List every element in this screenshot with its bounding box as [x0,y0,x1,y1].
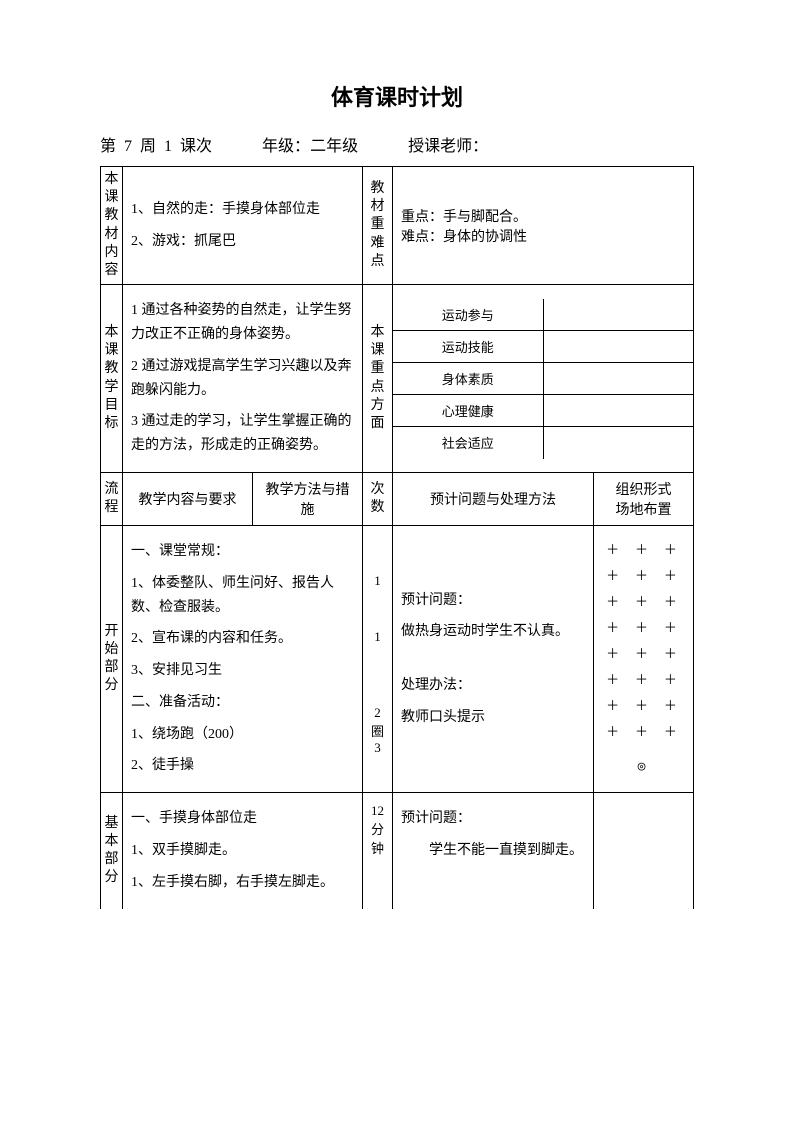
col-method: 教学方法与措施 [253,472,363,525]
start-problems: 预计问题： 做热身运动时学生不认真。 处理办法： 教师口头提示 [393,525,594,792]
col-content: 教学内容与要求 [123,472,253,525]
label-start-section: 开始部分 [101,525,123,792]
basic-problems: 预计问题： 学生不能一直摸到脚走。 [393,793,594,909]
basic-content: 一、手摸身体部位走 1、双手摸脚走。 1、左手摸右脚，右手摸左脚走。 [123,793,363,909]
table-header-row: 流程 教学内容与要求 教学方法与措施 次数 预计问题与处理方法 组织形式 场地布… [101,472,694,525]
label-teaching-goals: 本课教学目标 [101,285,123,473]
teaching-goals: 1 通过各种姿势的自然走，让学生努力改正不正确的身体姿势。 2 通过游戏提高学生… [123,285,363,473]
teacher-segment: 授课老师： [408,132,488,156]
grade-segment: 年级：二年级 [262,132,358,156]
col-count: 次数 [363,472,393,525]
page-title: 体育课时计划 [100,80,694,112]
start-formation: ＋ ＋ ＋ ＋ ＋ ＋ ＋ ＋ ＋ ＋ ＋ ＋ ＋ ＋ ＋ ＋ ＋ ＋ ＋ ＋ … [594,525,694,792]
aspect-5: 社会适应 [393,427,543,459]
aspects-table: 运动参与 运动技能 身体素质 心理健康 社会适应 [393,299,693,459]
aspect-4: 心理健康 [393,395,543,427]
lesson-plan-table: 本课教材内容 1、自然的走：手摸身体部位走 2、游戏：抓尾巴 教材重难点 重点：… [100,166,694,909]
col-problems: 预计问题与处理方法 [393,472,594,525]
aspect-3: 身体素质 [393,363,543,395]
section-start-row: 开始部分 一、课堂常规： 1、体委整队、师生问好、报告人数、检查服装。 2、宣布… [101,525,694,792]
basic-count: 12分钟 [363,793,393,909]
key-aspects-cell: 运动参与 运动技能 身体素质 心理健康 社会适应 [393,285,694,473]
col-flow: 流程 [101,472,123,525]
start-content: 一、课堂常规： 1、体委整队、师生问好、报告人数、检查服装。 2、宣布课的内容和… [123,525,363,792]
label-material-content: 本课教材内容 [101,167,123,285]
label-basic-section: 基本部分 [101,793,123,909]
aspect-2: 运动技能 [393,331,543,363]
aspect-1: 运动参与 [393,299,543,331]
label-key-difficult: 教材重难点 [363,167,393,285]
col-organization: 组织形式 场地布置 [594,472,694,525]
section-basic-row: 基本部分 一、手摸身体部位走 1、双手摸脚走。 1、左手摸右脚，右手摸左脚走。 … [101,793,694,909]
header-line: 第 7 周 1 课次 年级：二年级 授课老师： [100,132,694,156]
week-segment: 第 7 周 1 课次 [100,132,212,156]
start-counts: 1 1 2圈 3 [363,525,393,792]
material-content: 1、自然的走：手摸身体部位走 2、游戏：抓尾巴 [123,167,363,285]
key-difficult-content: 重点：手与脚配合。 难点：身体的协调性 [393,167,694,285]
lesson-plan-page: 体育课时计划 第 7 周 1 课次 年级：二年级 授课老师： 本课教材内容 1、… [0,0,794,949]
label-key-aspects: 本课重点方面 [363,285,393,473]
basic-formation [594,793,694,909]
